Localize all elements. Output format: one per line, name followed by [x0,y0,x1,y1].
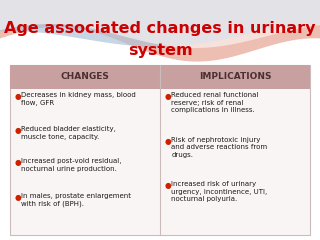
FancyBboxPatch shape [10,65,160,89]
Text: ●: ● [14,126,21,135]
Text: Increased post-void residual,
nocturnal urine production.: Increased post-void residual, nocturnal … [21,158,121,172]
Text: Decreases in kidney mass, blood
flow, GFR: Decreases in kidney mass, blood flow, GF… [21,92,136,106]
Text: CHANGES: CHANGES [60,72,109,81]
Text: ●: ● [165,181,172,190]
Text: IMPLICATIONS: IMPLICATIONS [199,72,271,81]
Text: ●: ● [14,92,21,101]
Text: Increased risk of urinary
urgency, incontinence, UTI,
nocturnal polyuria.: Increased risk of urinary urgency, incon… [171,181,268,202]
Text: In males, prostate enlargement
with risk of (BPH).: In males, prostate enlargement with risk… [21,193,131,207]
FancyBboxPatch shape [160,65,310,89]
Text: Reduced bladder elasticity,
muscle tone, capacity.: Reduced bladder elasticity, muscle tone,… [21,126,116,139]
Text: Age associated changes in urinary: Age associated changes in urinary [4,21,316,36]
Text: Reduced renal functional
reserve; risk of renal
complications in illness.: Reduced renal functional reserve; risk o… [171,92,259,114]
Text: ●: ● [165,92,172,101]
Text: ●: ● [14,158,21,168]
FancyBboxPatch shape [10,65,310,235]
Text: ●: ● [14,193,21,202]
Text: Risk of nephrotoxic injury
and adverse reactions from
drugs.: Risk of nephrotoxic injury and adverse r… [171,137,267,158]
Text: ●: ● [165,137,172,146]
Text: system: system [128,43,192,58]
